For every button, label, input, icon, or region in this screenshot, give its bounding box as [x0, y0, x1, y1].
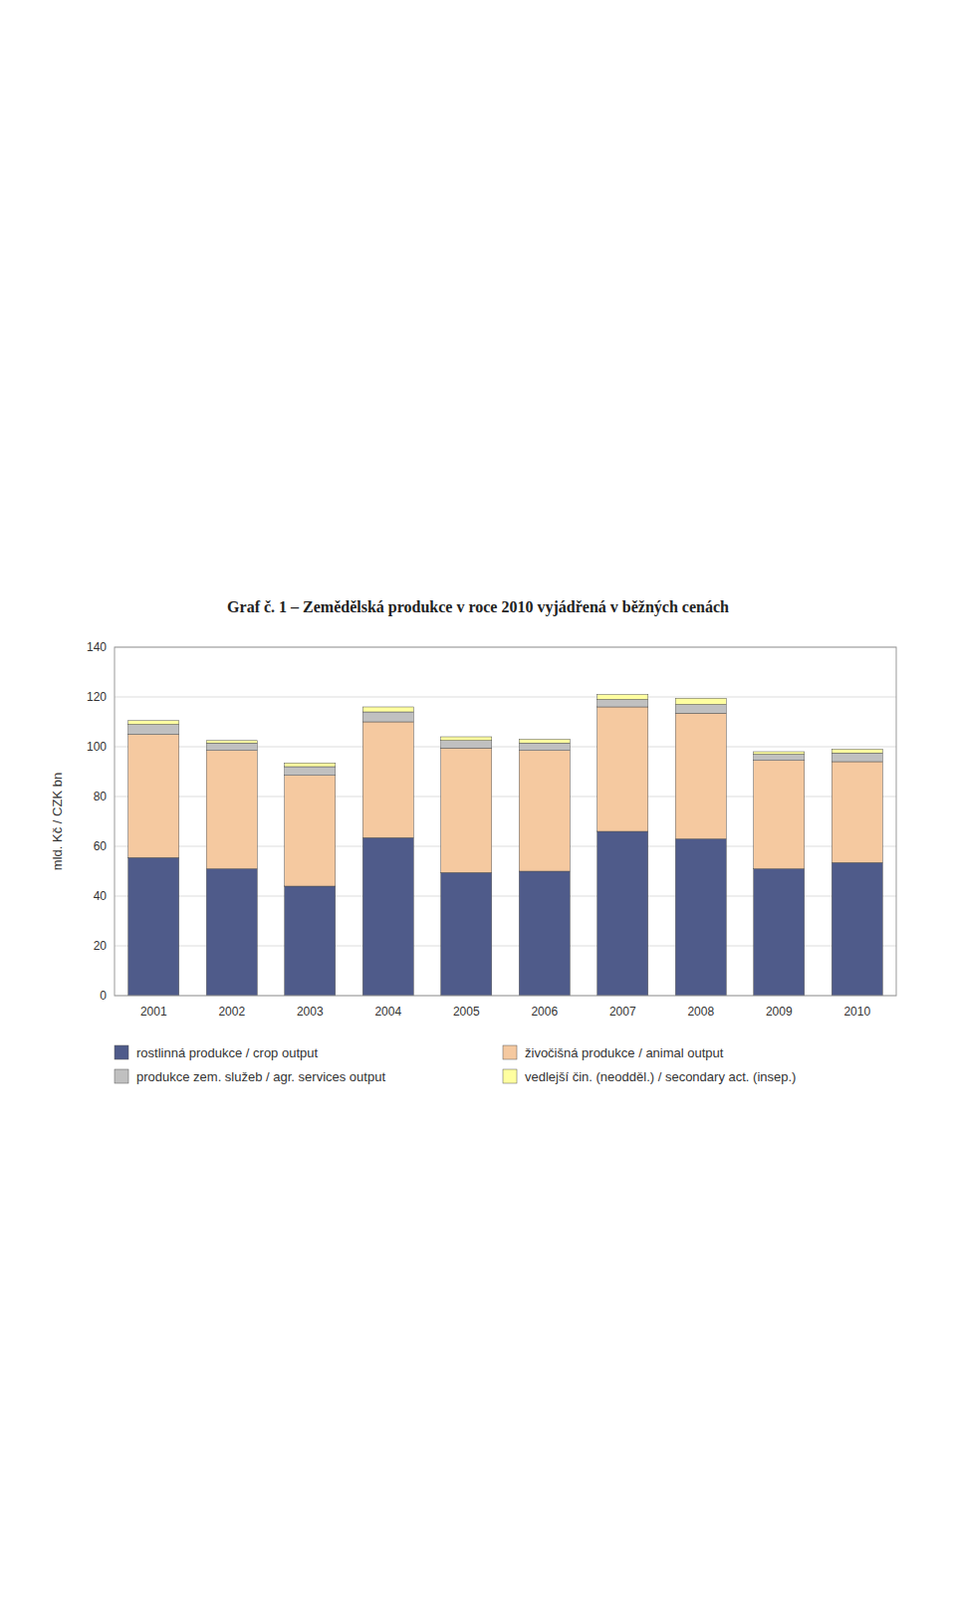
bar-segment [362, 837, 414, 996]
bar-segment [362, 712, 414, 722]
chart: Graf č. 1 – Zemědělská produkce v roce 2… [0, 0, 956, 1600]
y-tick-label: 120 [86, 690, 107, 705]
x-tick-label: 2003 [296, 1004, 324, 1019]
bar-segment [831, 862, 883, 996]
legend-label: živočišná produkce / animal output [524, 1045, 724, 1061]
legend-swatch [502, 1069, 517, 1084]
bar-segment [518, 739, 570, 744]
x-tick-label: 2010 [843, 1004, 871, 1019]
bar-segment [597, 700, 649, 709]
x-tick-label: 2007 [609, 1004, 637, 1019]
bar-segment [518, 871, 570, 996]
plot-frame [114, 647, 897, 996]
x-axis: 2001 2002 2003 2004 2005 2006 2007 2008 2009 2010 [140, 1004, 872, 1019]
bar-segment [206, 740, 257, 744]
legend: rostlinná produkce / crop output živočišn… [114, 1045, 796, 1085]
y-tick-label: 140 [86, 640, 107, 655]
bar-segment [284, 766, 336, 776]
bar-segment [206, 742, 257, 751]
title: Graf č. 1 – Zemědělská produkce v roce 2… [227, 598, 729, 617]
bar-segment [597, 707, 649, 832]
x-tick-label: 2004 [374, 1004, 402, 1019]
y-tick-label: 60 [93, 839, 108, 854]
bar-segment [597, 831, 649, 996]
bar-segment [675, 713, 726, 839]
bar-segment [206, 869, 257, 997]
y-tick-label: 40 [93, 889, 108, 904]
y-tick-label: 20 [93, 939, 108, 954]
bar-segment [675, 705, 726, 715]
bar-segment [284, 775, 336, 887]
bar-segment [441, 747, 492, 873]
bar-segment [753, 754, 805, 761]
bar-segment [362, 721, 414, 838]
bar-segment [753, 751, 805, 755]
y-tick-label: 100 [86, 739, 107, 754]
bar-segment [753, 760, 805, 870]
bar-segment [675, 839, 726, 997]
x-tick-label: 2008 [687, 1004, 715, 1019]
y-tick-label: 80 [93, 789, 108, 804]
bar-segment [831, 752, 883, 762]
bar-segment [597, 695, 649, 701]
bar-segment [831, 761, 883, 863]
x-tick-label: 2006 [530, 1004, 558, 1019]
bar-segment [441, 872, 492, 996]
bar-segment [284, 886, 336, 996]
x-tick-label: 2002 [218, 1004, 245, 1019]
bar-segment [128, 720, 180, 725]
bar-segment [128, 724, 180, 735]
bar-segment [831, 749, 883, 754]
x-tick-label: 2005 [453, 1004, 480, 1019]
grid-line [114, 697, 897, 699]
bar-segment [753, 869, 805, 997]
bar-segment [362, 707, 414, 713]
y-axis: 0 20 40 60 80 100 120 140 [86, 640, 897, 1003]
x-tick-label: 2009 [765, 1004, 793, 1019]
legend-label: vedlejší čin. (neodděl.) / secondary act… [524, 1069, 796, 1085]
legend-swatch [114, 1069, 129, 1084]
x-tick-label: 2001 [140, 1004, 168, 1019]
legend-label: rostlinná produkce / crop output [136, 1045, 318, 1061]
bar-segment [128, 857, 180, 996]
legend-swatch [502, 1045, 517, 1060]
bar-segment [441, 740, 492, 749]
bar-segment [441, 736, 492, 741]
bar-segment [518, 750, 570, 872]
bar-segment [284, 762, 336, 767]
bar-segment [675, 698, 726, 705]
bar-segment [206, 750, 257, 870]
bar-segment [518, 742, 570, 751]
plot-area [114, 647, 897, 996]
y-tick-label: 0 [99, 988, 107, 1003]
y-axis-label: mld. Kč / CZK bn [49, 772, 65, 871]
bar-segment [128, 734, 180, 859]
legend-swatch [114, 1045, 129, 1060]
bars [128, 695, 884, 997]
legend-label: produkce zem. služeb / agr. services out… [136, 1069, 386, 1085]
